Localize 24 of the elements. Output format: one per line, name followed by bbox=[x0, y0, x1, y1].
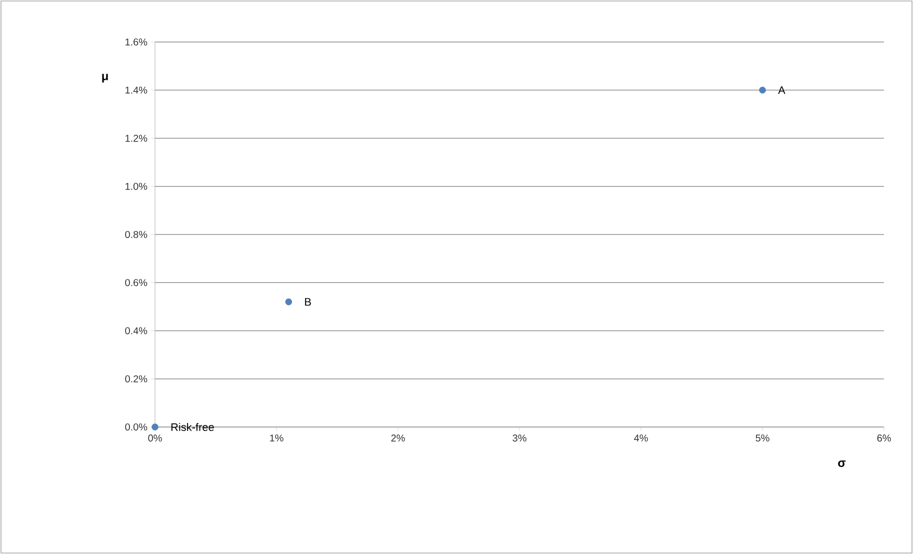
x-tick-label: 4% bbox=[634, 434, 648, 442]
x-tick-label: 0% bbox=[148, 434, 162, 442]
x-tick-label: 1% bbox=[270, 434, 284, 442]
x-tick-label: 3% bbox=[512, 434, 526, 442]
annotation: Risk-free bbox=[171, 422, 214, 432]
y-tick-label: 0.0% bbox=[125, 423, 148, 431]
y-tick-label: 0.2% bbox=[125, 375, 148, 382]
x-tick-label: 5% bbox=[756, 434, 770, 442]
y-axis-title: μ bbox=[102, 74, 108, 83]
x-axis-title: σ bbox=[838, 460, 846, 467]
annotation: B bbox=[305, 298, 311, 306]
point bbox=[759, 86, 766, 94]
y-tick-label: 1.0% bbox=[126, 182, 148, 190]
y-tick-label: 0.4% bbox=[125, 327, 148, 334]
x-tick-label: 6% bbox=[877, 434, 891, 442]
annotation: A bbox=[778, 86, 786, 94]
y-tick-label: 1.2% bbox=[126, 134, 148, 142]
point bbox=[152, 424, 158, 430]
y-tick-label: 1.4% bbox=[126, 86, 148, 94]
y-tick-label: 0.6% bbox=[125, 279, 148, 286]
x-tick-label: 2% bbox=[391, 434, 405, 442]
y-tick-label: 0.8% bbox=[125, 230, 148, 238]
point bbox=[285, 298, 292, 306]
y-tick-label: 1.6% bbox=[126, 38, 148, 46]
